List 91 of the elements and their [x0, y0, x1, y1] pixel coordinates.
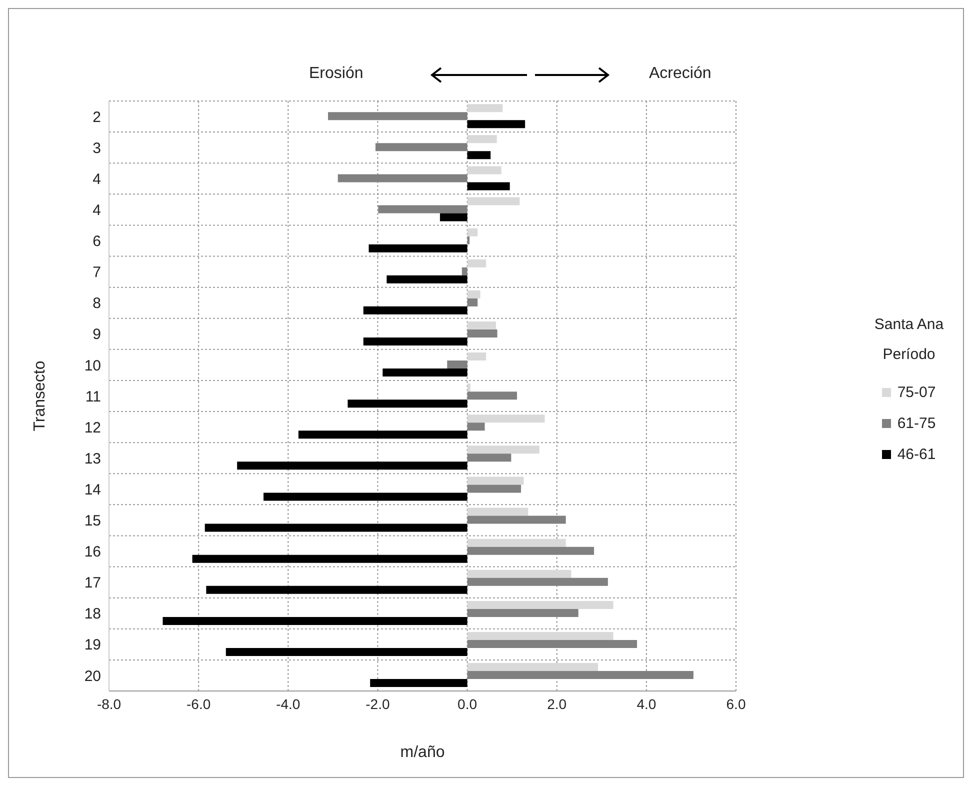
y-axis-title: Transecto	[32, 360, 49, 432]
bar	[467, 182, 510, 190]
y-tick-label: 4	[92, 170, 101, 188]
bar	[382, 368, 468, 377]
bar	[467, 197, 520, 206]
bar	[467, 632, 614, 640]
bar	[237, 462, 468, 470]
bar	[368, 244, 468, 252]
bar	[467, 414, 545, 423]
y-tick-label: 3	[92, 140, 101, 157]
bar	[467, 578, 608, 586]
y-tick-label: 2	[92, 108, 101, 126]
y-tick-label: 4	[92, 202, 101, 220]
x-tick-label: -6.0	[186, 696, 211, 712]
bar	[192, 554, 468, 563]
y-tick-label: 17	[84, 574, 101, 592]
bar	[204, 524, 468, 532]
y-tick-label: 18	[84, 606, 101, 623]
text: Acreción	[649, 65, 712, 83]
bar	[348, 400, 468, 408]
bar	[467, 476, 524, 485]
bar	[467, 663, 598, 672]
bar	[467, 166, 502, 174]
bar	[467, 640, 638, 648]
y-tick-label: 9	[92, 326, 101, 344]
bar	[467, 422, 485, 431]
bar	[467, 671, 694, 680]
bar	[467, 570, 572, 578]
x-tick-label: -2.0	[366, 696, 390, 712]
bar	[467, 135, 497, 144]
y-tick-label: 14	[84, 481, 101, 498]
bar	[462, 267, 468, 276]
bar	[467, 454, 512, 462]
bar	[467, 120, 526, 128]
y-tick-label: 15	[84, 512, 101, 530]
y-tick-label: 10	[84, 357, 101, 374]
legend-label: 75-07	[897, 384, 936, 400]
bar	[467, 384, 470, 392]
bar	[328, 112, 468, 120]
x-tick-label: 4.0	[636, 696, 656, 712]
bar	[467, 446, 540, 454]
bar	[338, 174, 468, 182]
legend-label: 46-61	[897, 446, 936, 462]
bar	[375, 143, 468, 152]
bar	[467, 321, 496, 330]
y-tick-label: 13	[84, 450, 101, 468]
bar	[467, 516, 566, 524]
bar	[467, 228, 478, 236]
bar	[467, 600, 614, 609]
bar	[447, 360, 468, 369]
y-tick-label: 7	[92, 264, 101, 282]
legend-title: Santa Ana Período	[873, 314, 945, 364]
bar	[440, 213, 468, 222]
bar	[467, 298, 478, 306]
bar	[467, 508, 528, 516]
bar	[264, 492, 468, 501]
bar	[298, 430, 468, 439]
bar	[467, 104, 503, 112]
legend-label: 61-75	[897, 414, 936, 432]
bar	[378, 205, 468, 214]
x-tick-label: -8.0	[96, 696, 122, 712]
y-tick-label: 11	[85, 388, 101, 406]
bar	[370, 679, 468, 688]
bar	[363, 306, 468, 314]
bar	[467, 538, 566, 547]
bar	[162, 616, 468, 625]
bar	[386, 275, 468, 284]
bar	[467, 352, 486, 361]
bar	[206, 586, 468, 594]
y-tick-label: 19	[84, 636, 101, 654]
y-tick-label: 6	[92, 233, 101, 250]
bar	[467, 484, 522, 493]
bar	[467, 329, 498, 338]
bar	[467, 151, 491, 160]
y-tick-label: 20	[84, 668, 101, 685]
bar	[467, 290, 480, 298]
bar	[363, 337, 468, 346]
y-tick-label: 16	[84, 544, 101, 561]
x-axis-title: m/año	[400, 744, 445, 761]
x-tick-label: 6.0	[726, 696, 746, 712]
x-tick-label: -4.0	[276, 696, 300, 712]
bar	[467, 259, 486, 268]
y-tick-label: 8	[92, 295, 101, 312]
bar	[467, 392, 517, 400]
text: Erosión	[309, 65, 364, 83]
x-tick-label: 0.0	[458, 696, 478, 712]
y-tick-label: 12	[84, 419, 101, 436]
x-tick-label: 2.0	[547, 696, 567, 712]
bar	[226, 648, 468, 656]
bar	[467, 608, 578, 617]
bar	[467, 546, 594, 555]
